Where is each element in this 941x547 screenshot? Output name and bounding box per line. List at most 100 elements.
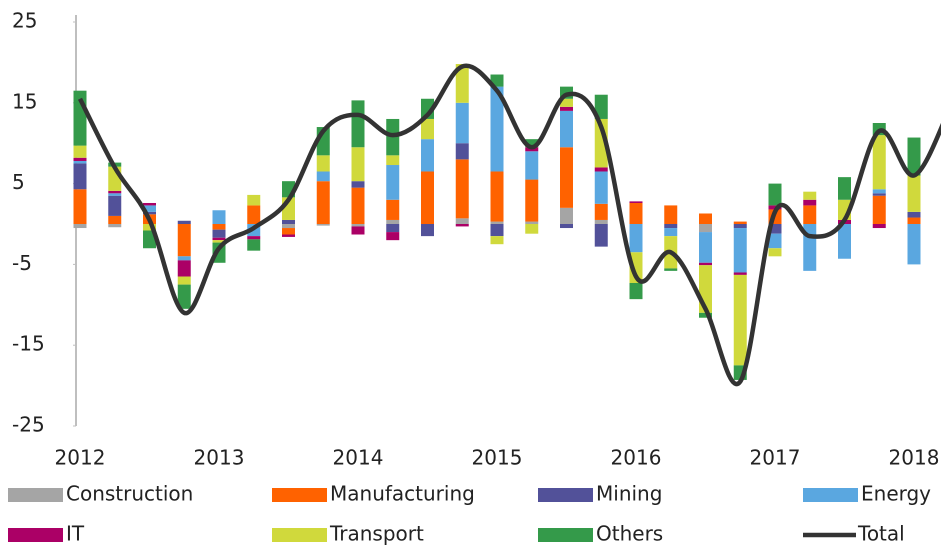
bar-segment (838, 224, 851, 259)
bar-segment (629, 282, 643, 300)
bar-segment (386, 224, 400, 233)
bar-segment (803, 199, 817, 206)
bar-segment (177, 256, 191, 261)
bar-segment (803, 191, 817, 200)
bar-segment (212, 224, 226, 230)
bar-segment (386, 199, 400, 220)
bar-segment (386, 219, 400, 224)
x-tick-label: 2017 (750, 446, 801, 470)
y-tick-label: -15 (12, 332, 45, 356)
bar-segment (594, 167, 608, 172)
bar-segment (907, 137, 921, 176)
bar-segment (907, 175, 921, 212)
bar-segment (733, 274, 747, 366)
bar-segment (768, 224, 782, 234)
bar-segment (525, 221, 539, 224)
bar-segment (594, 224, 608, 247)
bar-segment (455, 143, 469, 160)
x-tick-label: 2014 (333, 446, 384, 470)
bar-segment (733, 272, 747, 275)
bar-segment (143, 224, 156, 231)
bar-segment (768, 183, 782, 206)
bar-segment (212, 210, 226, 224)
bar-segment (177, 220, 191, 224)
bar-segment (560, 98, 573, 107)
legend-swatch (8, 488, 63, 502)
bar-segment (872, 195, 886, 224)
bar-segment (73, 224, 87, 229)
x-tick-label: 2018 (889, 446, 940, 470)
bar-segment (177, 260, 191, 277)
legend-swatch (538, 488, 593, 502)
legend-label: Energy (861, 482, 931, 506)
legend-label: Transport (329, 522, 424, 546)
legend-label: IT (66, 522, 85, 546)
bar-segment (143, 211, 156, 215)
bar-segment (143, 230, 156, 249)
bar-segment (664, 224, 678, 229)
bar-segment (629, 224, 643, 253)
bar-segment (594, 94, 608, 119)
bar-segment (733, 221, 747, 224)
bar-segment (699, 262, 712, 266)
bar-segment (455, 102, 469, 144)
bar-segment (699, 213, 712, 224)
bar-segment (699, 312, 712, 318)
x-tick-label: 2012 (55, 446, 106, 470)
bar-segment (525, 139, 539, 148)
bar-segment (316, 155, 330, 172)
bar-segment (907, 224, 921, 265)
bar-segment (73, 160, 87, 164)
bar-segment (212, 229, 226, 238)
bar-segment (733, 228, 747, 273)
bar-segment (247, 194, 261, 206)
bar-segment (560, 207, 573, 224)
legend-label: Manufacturing (330, 482, 475, 506)
bar-segment (594, 203, 608, 220)
y-tick-label: 25 (12, 9, 37, 33)
legend-label: Total (857, 522, 905, 546)
bar-segment (525, 151, 539, 180)
bar-segment (177, 284, 191, 309)
bar-segment (525, 224, 539, 234)
bar-segment (872, 135, 886, 190)
bar-segment (664, 205, 678, 224)
bar-segment (386, 155, 400, 166)
bar-segment (490, 236, 504, 245)
bar-segment (490, 86, 504, 172)
bar-segment (490, 221, 504, 224)
legend-swatch (538, 528, 593, 542)
bar-segment (73, 163, 87, 190)
bar-segment (351, 147, 365, 182)
bar-segment (560, 224, 573, 229)
bar-segment (872, 193, 886, 196)
bar-segment (247, 236, 261, 240)
bar-segment (316, 181, 330, 224)
bar-segment (386, 232, 400, 241)
bar-segment (212, 237, 226, 241)
bar-segment (421, 118, 434, 140)
bar-segment (560, 147, 573, 208)
bar-segment (907, 211, 921, 218)
bar-segment (177, 224, 191, 257)
bar-segment (73, 157, 87, 161)
bar-segment (143, 202, 156, 206)
legend-label: Construction (66, 482, 193, 506)
bar-segment (282, 228, 295, 235)
bar-segment (455, 224, 469, 227)
bar-segment (629, 252, 643, 283)
bar-segment (73, 189, 87, 224)
bar-segment (247, 205, 261, 224)
x-tick-label: 2016 (611, 446, 662, 470)
bar-segment (421, 171, 434, 224)
bar-segment (560, 106, 573, 111)
bar-segment (664, 268, 678, 271)
bar-segment (282, 224, 295, 229)
bar-segment (455, 218, 469, 224)
bar-segment (733, 224, 747, 229)
legend-swatch (8, 528, 63, 542)
bar-segment (212, 240, 226, 243)
x-tick-label: 2015 (472, 446, 523, 470)
bar-segment (351, 224, 365, 227)
legend-swatch (272, 488, 327, 502)
